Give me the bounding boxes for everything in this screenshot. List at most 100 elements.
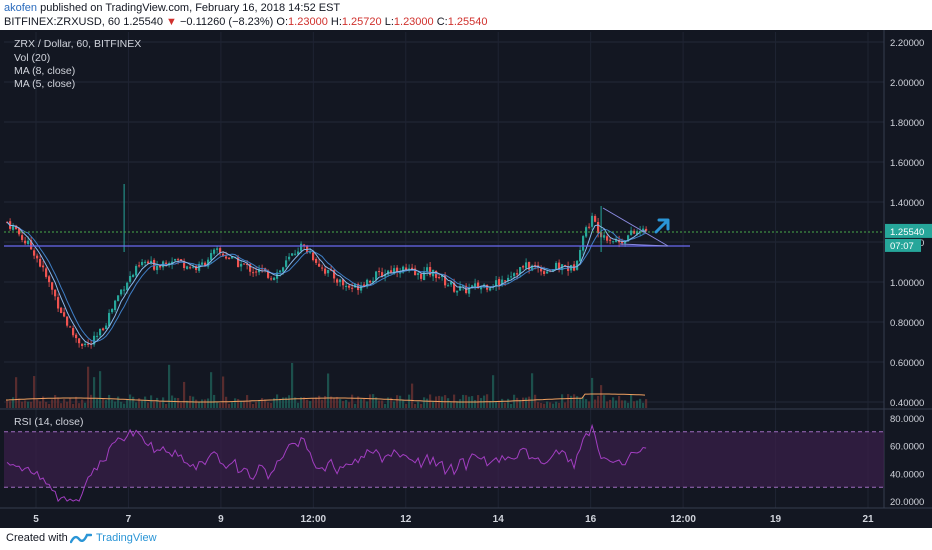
volume-bar: [441, 396, 444, 408]
price-tick-label: 1.60000: [890, 158, 924, 169]
candle-body: [258, 269, 261, 273]
candle-body: [87, 343, 90, 345]
candle-body: [291, 253, 294, 256]
candle-body: [33, 250, 36, 256]
volume-bar: [600, 385, 603, 408]
rsi-tick-label: 60.0000: [890, 442, 924, 453]
volume-bar: [480, 398, 483, 408]
candle-body: [645, 228, 648, 231]
candle-body: [405, 267, 408, 270]
open-label: O:: [276, 16, 289, 28]
down-arrow-icon: ▼: [166, 16, 177, 28]
volume-bar: [636, 400, 639, 408]
volume-bar: [15, 377, 18, 408]
candle-body: [402, 266, 405, 273]
price-tick-label: 1.00000: [890, 278, 924, 289]
chart-canvas[interactable]: 2.200002.000001.800001.600001.400001.200…: [0, 30, 932, 528]
tradingview-brand-link[interactable]: TradingView: [96, 532, 157, 544]
volume-bar: [525, 397, 528, 408]
candle-body: [216, 248, 219, 250]
candle-body: [132, 274, 135, 277]
volume-bar: [60, 403, 63, 408]
footer: Created with TradingView: [0, 528, 932, 550]
volume-bar: [216, 402, 219, 408]
candle-body: [318, 263, 321, 267]
price-change: −0.11260 (−8.23%): [179, 16, 274, 28]
ma5-indicator-label[interactable]: MA (5, close): [14, 78, 76, 90]
volume-bar: [96, 398, 99, 408]
volume-bar: [69, 397, 72, 408]
time-tick-label: 21: [862, 514, 874, 525]
candle-body: [171, 261, 174, 265]
volume-bar: [111, 399, 114, 408]
volume-bar: [528, 396, 531, 408]
volume-bar: [360, 399, 363, 408]
candle-body: [222, 253, 225, 256]
volume-bar: [12, 397, 15, 408]
candle-body: [489, 288, 492, 291]
candle-body: [642, 228, 645, 232]
candle-body: [69, 326, 72, 328]
volume-bar: [639, 398, 642, 408]
volume-bar: [570, 395, 573, 408]
candle-body: [18, 228, 21, 235]
volume-bar: [198, 401, 201, 408]
volume-bar: [237, 399, 240, 408]
volume-bar: [621, 400, 624, 408]
volume-bar: [180, 402, 183, 408]
candle-body: [111, 308, 114, 313]
volume-bar: [276, 394, 279, 408]
volume-bar: [573, 394, 576, 408]
vol-indicator-label[interactable]: Vol (20): [14, 52, 51, 64]
rsi-indicator-label[interactable]: RSI (14, close): [14, 416, 84, 428]
volume-bar: [420, 403, 423, 408]
volume-bar: [630, 394, 633, 408]
volume-bar: [51, 399, 54, 408]
volume-bar: [594, 399, 597, 408]
time-tick-label: 12:00: [301, 514, 327, 525]
volume-bar: [552, 403, 555, 408]
volume-bar: [249, 400, 252, 408]
volume-bar: [156, 397, 159, 408]
volume-bar: [474, 399, 477, 408]
candle-body: [453, 282, 456, 292]
candle-body: [531, 265, 534, 271]
volume-bar: [354, 403, 357, 408]
volume-bar: [495, 401, 498, 408]
publisher-name[interactable]: akofen: [4, 2, 38, 14]
candle-body: [390, 270, 393, 273]
volume-bar: [285, 397, 288, 408]
candle-body: [516, 273, 519, 275]
candle-body: [15, 225, 18, 230]
candle-body: [435, 270, 438, 278]
candle-body: [180, 259, 183, 261]
volume-bar: [345, 399, 348, 408]
tradingview-logo-icon: [70, 533, 92, 544]
arrow-head: [657, 218, 670, 231]
ma8-indicator-label[interactable]: MA (8, close): [14, 65, 76, 77]
volume-bar: [99, 371, 102, 408]
candle-body: [186, 266, 189, 269]
volume-bar: [411, 383, 414, 408]
volume-bar: [459, 399, 462, 408]
volume-bar: [258, 401, 261, 408]
candle-body: [96, 335, 99, 337]
volume-bar: [6, 399, 9, 408]
volume-bar: [564, 402, 567, 408]
publish-info: akofen published on TradingView.com, Feb…: [4, 2, 340, 14]
price-tick-label: 2.20000: [890, 38, 924, 49]
chart-area[interactable]: 2.200002.000001.800001.600001.400001.200…: [0, 30, 932, 528]
candle-body: [231, 256, 234, 259]
volume-bar: [342, 401, 345, 408]
candle-body: [378, 271, 381, 273]
volume-bar: [372, 394, 375, 408]
volume-bar: [231, 402, 234, 408]
candle-body: [75, 334, 78, 339]
volume-bar: [357, 396, 360, 408]
volume-bar: [204, 399, 207, 408]
volume-bar: [66, 401, 69, 408]
candle-body: [426, 267, 429, 272]
rsi-tick-label: 20.0000: [890, 497, 924, 508]
time-tick-label: 5: [33, 514, 39, 525]
volume-bar: [54, 395, 57, 408]
